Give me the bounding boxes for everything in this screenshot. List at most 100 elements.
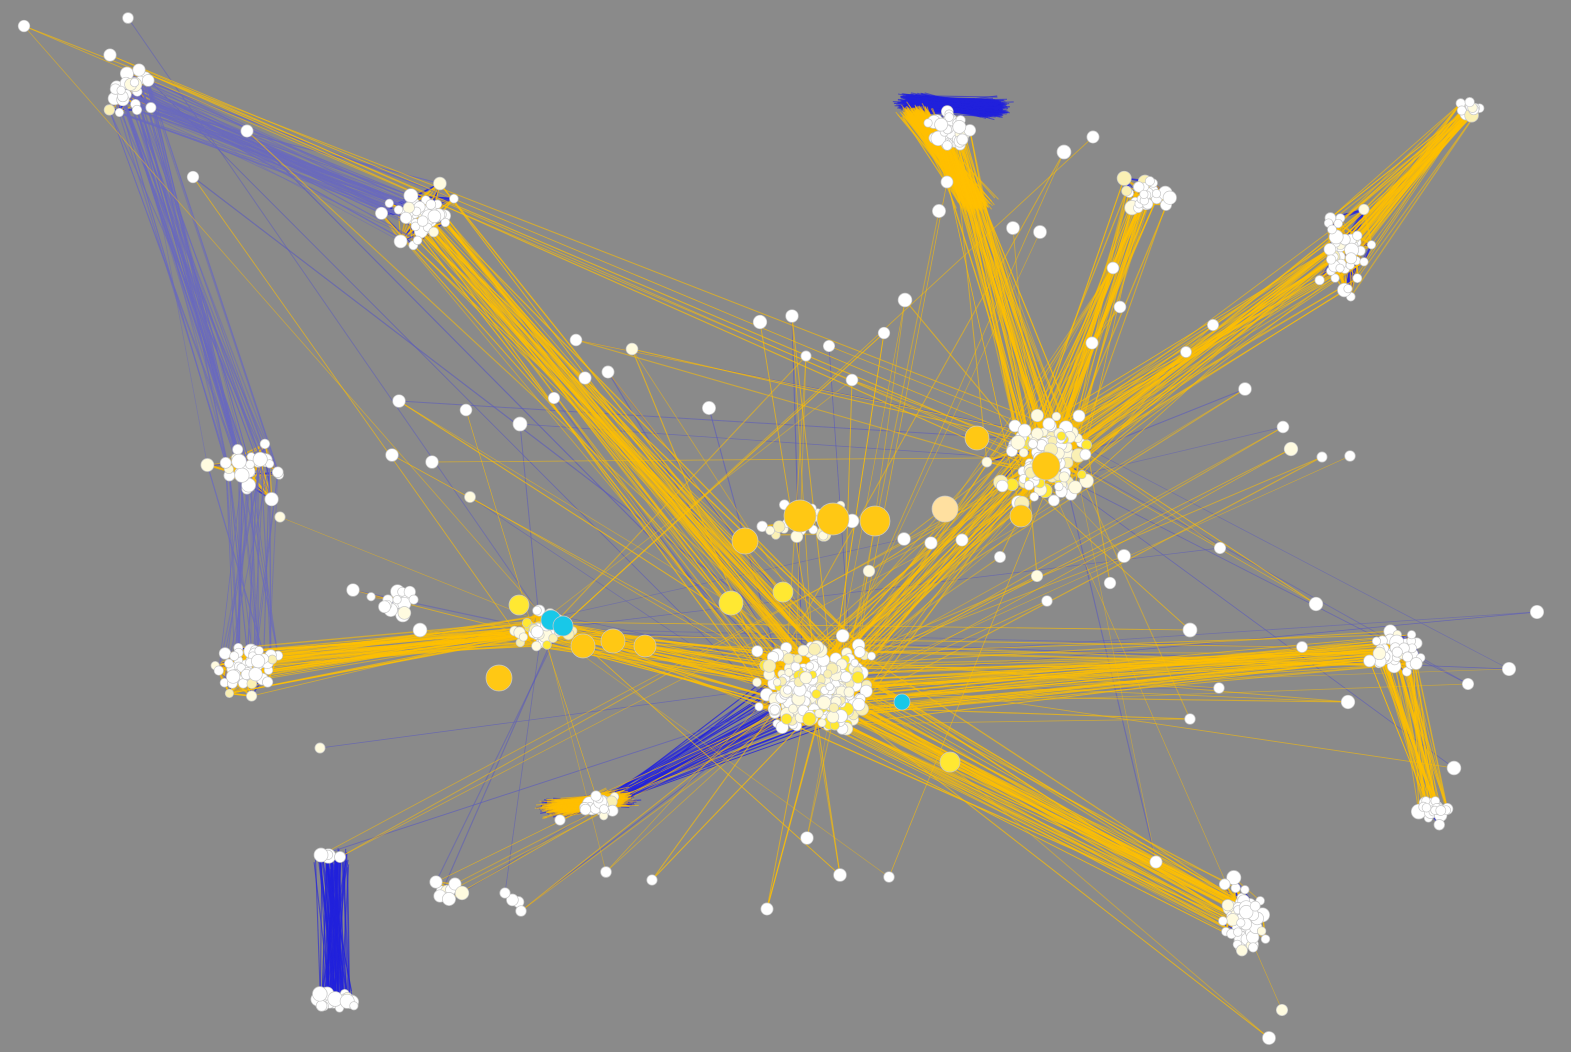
graph-node[interactable]	[103, 104, 116, 116]
graph-node[interactable]	[226, 669, 241, 684]
graph-node[interactable]	[1056, 431, 1067, 441]
graph-node[interactable]	[1345, 252, 1358, 265]
graph-node-n-gold-5[interactable]	[931, 495, 959, 523]
graph-node[interactable]	[1149, 855, 1163, 869]
graph-node[interactable]	[1017, 423, 1032, 438]
graph-node[interactable]	[994, 551, 1006, 563]
graph-node[interactable]	[785, 309, 799, 323]
graph-node[interactable]	[1213, 541, 1227, 555]
graph-node[interactable]	[1144, 176, 1155, 187]
graph-node[interactable]	[213, 665, 224, 676]
graph-node[interactable]	[793, 654, 803, 664]
graph-node[interactable]	[1085, 336, 1099, 350]
graph-node-n-gold-15[interactable]	[772, 581, 794, 603]
graph-node[interactable]	[410, 221, 421, 232]
graph-node[interactable]	[129, 77, 140, 88]
graph-node[interactable]	[782, 652, 795, 665]
graph-node-n-gold-3[interactable]	[859, 505, 891, 537]
graph-node[interactable]	[408, 594, 419, 605]
graph-node[interactable]	[1529, 604, 1545, 620]
graph-node[interactable]	[186, 170, 200, 184]
graph-node[interactable]	[765, 525, 775, 536]
graph-node[interactable]	[1041, 595, 1053, 607]
graph-node[interactable]	[1027, 438, 1038, 449]
graph-node[interactable]	[428, 226, 439, 238]
graph-node[interactable]	[1226, 870, 1242, 886]
graph-node[interactable]	[769, 704, 780, 715]
graph-node[interactable]	[312, 986, 328, 1002]
graph-node[interactable]	[427, 209, 442, 224]
graph-node[interactable]	[449, 193, 459, 204]
graph-node[interactable]	[334, 851, 346, 863]
graph-node[interactable]	[224, 688, 234, 698]
graph-node[interactable]	[506, 893, 519, 907]
graph-node-n-gold-4[interactable]	[731, 527, 759, 555]
graph-node[interactable]	[1162, 190, 1177, 205]
graph-node[interactable]	[1275, 1003, 1289, 1017]
graph-node-n-gold-14[interactable]	[718, 590, 744, 616]
graph-node[interactable]	[531, 640, 542, 652]
graph-node[interactable]	[114, 107, 124, 118]
graph-node[interactable]	[862, 564, 876, 578]
graph-node[interactable]	[1249, 900, 1261, 912]
graph-node[interactable]	[1330, 273, 1340, 283]
graph-node[interactable]	[103, 48, 117, 62]
graph-node[interactable]	[1010, 435, 1026, 450]
graph-node[interactable]	[548, 633, 558, 643]
graph-node[interactable]	[1077, 470, 1087, 480]
graph-node[interactable]	[251, 654, 266, 669]
graph-node[interactable]	[200, 458, 215, 472]
graph-node[interactable]	[1133, 181, 1145, 193]
graph-node[interactable]	[366, 592, 376, 602]
graph-node[interactable]	[1260, 934, 1271, 944]
graph-node[interactable]	[547, 391, 561, 405]
graph-node[interactable]	[646, 874, 658, 886]
graph-node[interactable]	[811, 689, 822, 699]
graph-node-n-gold-6[interactable]	[1031, 451, 1061, 481]
graph-node[interactable]	[1446, 760, 1462, 776]
graph-node[interactable]	[934, 117, 948, 132]
graph-node[interactable]	[840, 671, 852, 683]
graph-node[interactable]	[952, 120, 967, 134]
graph-node[interactable]	[417, 215, 429, 227]
graph-node[interactable]	[231, 453, 247, 470]
graph-node[interactable]	[315, 1000, 328, 1012]
graph-node[interactable]	[1366, 240, 1377, 250]
graph-node[interactable]	[1343, 284, 1353, 294]
graph-node[interactable]	[1433, 819, 1445, 831]
graph-node[interactable]	[1068, 480, 1083, 495]
graph-node[interactable]	[393, 234, 408, 249]
graph-node[interactable]	[1113, 300, 1127, 314]
graph-node[interactable]	[1139, 189, 1149, 199]
graph-node[interactable]	[1358, 203, 1370, 215]
graph-node[interactable]	[385, 448, 399, 462]
graph-node-n-gold-10[interactable]	[570, 633, 596, 659]
graph-node[interactable]	[1030, 569, 1044, 583]
graph-node[interactable]	[843, 686, 855, 698]
graph-node[interactable]	[1029, 492, 1039, 502]
graph-node[interactable]	[800, 831, 814, 845]
graph-node[interactable]	[897, 292, 913, 308]
graph-node[interactable]	[802, 711, 817, 726]
graph-node[interactable]	[392, 394, 406, 408]
graph-node[interactable]	[1464, 97, 1475, 108]
graph-node[interactable]	[399, 211, 412, 224]
graph-node[interactable]	[783, 685, 793, 695]
graph-node[interactable]	[1033, 225, 1047, 239]
graph-node[interactable]	[1054, 481, 1064, 492]
graph-node[interactable]	[17, 19, 31, 33]
graph-node[interactable]	[828, 702, 839, 713]
graph-node-n-gold-7[interactable]	[964, 425, 990, 451]
graph-node[interactable]	[1042, 417, 1056, 431]
graph-node[interactable]	[797, 644, 810, 657]
graph-node[interactable]	[932, 204, 946, 218]
graph-node[interactable]	[512, 416, 528, 432]
graph-node[interactable]	[229, 651, 240, 661]
graph-node[interactable]	[1184, 713, 1196, 725]
graph-node[interactable]	[375, 206, 388, 220]
graph-node[interactable]	[1048, 494, 1060, 507]
graph-node[interactable]	[145, 102, 157, 114]
graph-node[interactable]	[393, 205, 404, 215]
graph-node[interactable]	[1371, 636, 1382, 646]
graph-node[interactable]	[579, 803, 592, 816]
